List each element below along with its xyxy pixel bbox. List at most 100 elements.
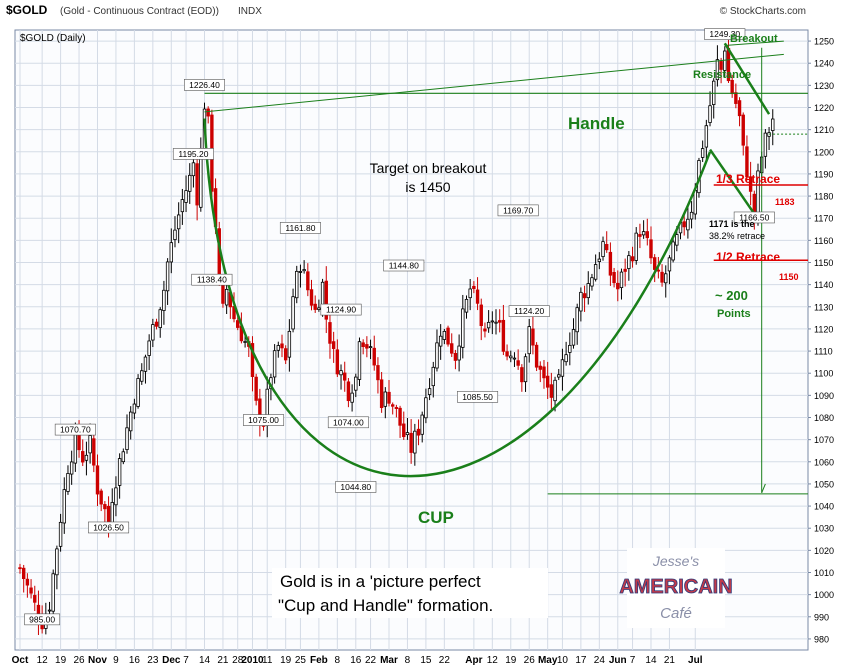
price-callout-text: 1026.50 [93, 522, 124, 532]
candle-body [409, 432, 413, 453]
x-tick-label: 26 [524, 655, 536, 666]
candle-body [560, 359, 565, 377]
x-tick-label: 22 [365, 655, 377, 666]
candle-body [140, 370, 144, 382]
candle-body [58, 521, 63, 547]
y-tick-label: 1070 [814, 435, 834, 445]
candle-body [741, 114, 745, 146]
candle-body [486, 321, 491, 329]
points-line2: Points [717, 308, 751, 320]
candle-body [147, 340, 151, 356]
candle-body [339, 370, 343, 376]
x-tick-label: 21 [664, 655, 676, 666]
candle-body [420, 414, 424, 435]
candle-body [309, 289, 314, 306]
candle-body [188, 174, 192, 192]
caption-line1: Gold is in a 'picture perfect [280, 572, 481, 591]
candle-body [66, 473, 70, 492]
retrace-half-label: 1/2 Retrace [716, 250, 780, 264]
candle-body [686, 218, 690, 231]
x-tick-label: 12 [487, 655, 499, 666]
resistance-trendline [204, 53, 784, 113]
y-tick-label: 1170 [814, 214, 833, 224]
x-tick-label: 23 [147, 655, 159, 666]
x-tick-label: Apr [465, 655, 482, 666]
target-line2: is 1450 [405, 179, 450, 195]
candle-body [176, 214, 181, 230]
inner-chart-label: $GOLD (Daily) [20, 33, 86, 44]
candle-body [121, 451, 126, 463]
y-tick-label: 1040 [814, 502, 834, 512]
y-tick-label: 1230 [814, 81, 834, 91]
x-tick-label: 12 [37, 655, 49, 666]
candle-body [531, 328, 535, 346]
price-callout-box [327, 416, 369, 429]
candle-body [557, 374, 561, 378]
candle-body [224, 288, 229, 306]
price-callout-box [184, 79, 226, 91]
x-tick-label: 19 [280, 655, 292, 666]
price-callout-text: 1070.70 [60, 425, 91, 435]
candle-body [619, 271, 624, 288]
price-callout: 1085.50 [457, 391, 499, 403]
y-tick-label: 1250 [814, 37, 834, 47]
candle-body [117, 458, 122, 486]
candle-body [368, 346, 373, 349]
price-callout-text: 1044.80 [340, 482, 371, 492]
y-tick-label: 1060 [814, 457, 834, 467]
candle-body [88, 435, 92, 454]
candle-body [505, 351, 509, 357]
retrace-note-line1: 1171 is the [709, 219, 755, 229]
candle-body [431, 366, 435, 387]
y-tick-label: 1180 [814, 192, 833, 202]
candle-body [151, 324, 155, 341]
candle-body [55, 548, 59, 576]
candle-body [645, 231, 649, 239]
candle-body [169, 242, 173, 263]
candle-body [313, 303, 317, 310]
candle-body [638, 234, 642, 237]
candle-body [302, 269, 306, 272]
y-tick-label: 1150 [814, 258, 833, 268]
x-tick-label: 8 [335, 655, 341, 666]
price-callout-box [508, 305, 550, 317]
candle-body [590, 277, 594, 287]
candle-body [184, 190, 188, 203]
y-tick-label: 1160 [814, 236, 833, 246]
price-callout: 985.00 [24, 613, 61, 626]
points-line1: ~ 200 [715, 288, 748, 303]
x-tick-label: 17 [575, 655, 587, 666]
candle-body [165, 261, 170, 292]
x-tick-label: 14 [645, 655, 657, 666]
logo-line2: AMERICAIN [619, 576, 732, 598]
y-tick-label: 1000 [814, 590, 834, 600]
x-tick-label: Jul [688, 655, 703, 666]
candle-body [298, 271, 303, 273]
x-tick-label: Jun [609, 655, 627, 666]
candle-body [593, 264, 598, 280]
price-callout: 1161.80 [279, 222, 321, 234]
y-tick-label: 1050 [814, 479, 834, 489]
price-callout-text: 1085.50 [462, 392, 493, 402]
price-callout: 1138.40 [191, 273, 233, 286]
price-callout: 1075.00 [243, 414, 285, 426]
price-callout-box [733, 211, 775, 224]
breakout-label: Breakout [730, 33, 778, 45]
x-tick-label: 19 [505, 655, 517, 666]
price-callout-text: 1138.40 [197, 275, 227, 285]
y-tick-label: 1090 [814, 391, 834, 401]
candle-body [306, 271, 310, 291]
candle-body [605, 244, 609, 251]
price-callout: 1026.50 [88, 521, 130, 534]
y-tick-label: 990 [814, 612, 829, 622]
header-exchange: INDX [238, 6, 262, 17]
y-tick-label: 1120 [814, 324, 833, 334]
candle-body [162, 289, 166, 311]
candle-body [715, 59, 720, 81]
y-tick-label: 1140 [814, 280, 833, 290]
x-tick-label: 22 [439, 655, 451, 666]
candle-body [682, 221, 686, 228]
candle-body [195, 163, 199, 206]
